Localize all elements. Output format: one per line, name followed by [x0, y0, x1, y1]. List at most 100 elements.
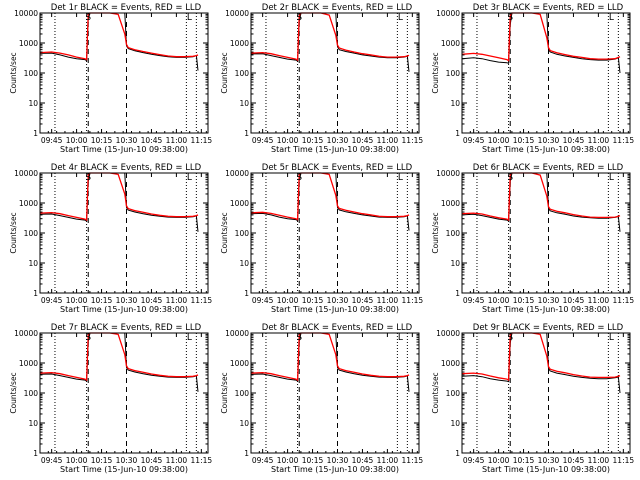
y-tick-label: 10000 [14, 329, 38, 338]
x-tick-label: 11:00 [166, 296, 188, 305]
y-tick-label: 10000 [225, 9, 249, 18]
chart-title: Det 7r BLACK = Events, RED = LLD [51, 323, 202, 333]
x-tick-label: 10:45 [352, 296, 374, 305]
y-tick-label: 1000 [441, 199, 460, 208]
x-tick-label: 10:45 [352, 456, 374, 465]
x-tick-label: 10:00 [488, 456, 510, 465]
x-tick-label: 09:45 [463, 456, 485, 465]
x-axis-label: Start Time (15-Jun-10 09:38:00) [60, 305, 188, 314]
y-tick-label: 10 [28, 419, 38, 428]
x-tick-label: 11:00 [166, 456, 188, 465]
series-events [250, 12, 410, 72]
y-axis-label: Counts/sec [220, 372, 229, 413]
x-tick-label: 10:45 [563, 136, 585, 145]
x-tick-label: 10:15 [302, 456, 324, 465]
x-tick-label: 10:00 [277, 136, 299, 145]
series-lld [250, 12, 410, 62]
x-axis-label: Start Time (15-Jun-10 09:38:00) [60, 145, 188, 154]
series-lld [461, 172, 621, 222]
x-tick-label: 11:00 [588, 296, 610, 305]
series-lld [250, 332, 410, 382]
marker-l: L [609, 173, 614, 183]
chart-title: Det 9r BLACK = Events, RED = LLD [473, 323, 624, 333]
x-tick-label: 10:30 [116, 456, 138, 465]
y-tick-label: 1 [33, 289, 38, 298]
x-tick-label: 11:00 [377, 136, 399, 145]
series-lld [39, 12, 199, 61]
y-tick-label: 10 [28, 259, 38, 268]
x-tick-label: 10:00 [488, 296, 510, 305]
y-tick-label: 1 [455, 449, 460, 458]
marker-l: L [398, 173, 403, 183]
x-tick-label: 09:45 [463, 136, 485, 145]
x-tick-label: 11:15 [191, 136, 213, 145]
y-tick-label: 10 [28, 99, 38, 108]
series-lld [461, 12, 621, 62]
y-tick-label: 1000 [441, 39, 460, 48]
x-tick-label: 10:15 [513, 456, 535, 465]
x-tick-label: 10:45 [141, 136, 163, 145]
x-tick-label: 11:15 [613, 296, 635, 305]
y-tick-label: 1000 [19, 359, 38, 368]
y-axis-label: Counts/sec [431, 52, 440, 93]
x-tick-label: 09:45 [252, 456, 274, 465]
y-axis-label: Counts/sec [9, 52, 18, 93]
x-tick-label: 10:30 [116, 296, 138, 305]
x-tick-label: 11:15 [613, 456, 635, 465]
x-tick-label: 10:30 [538, 296, 560, 305]
x-axis-label: Start Time (15-Jun-10 09:38:00) [60, 465, 188, 474]
y-axis-label: Counts/sec [9, 212, 18, 253]
x-tick-label: 10:00 [277, 296, 299, 305]
y-tick-label: 10000 [14, 9, 38, 18]
series-lld [39, 332, 199, 382]
x-tick-label: 09:45 [252, 296, 274, 305]
marker-l: L [609, 333, 614, 343]
marker-l: L [187, 333, 192, 343]
plot-frame [461, 12, 631, 134]
y-tick-label: 100 [235, 229, 250, 238]
x-tick-label: 11:15 [191, 296, 213, 305]
y-tick-label: 10000 [225, 169, 249, 178]
series-events [39, 332, 199, 392]
x-tick-label: 11:15 [402, 296, 424, 305]
y-tick-label: 1000 [441, 359, 460, 368]
chart-title: Det 4r BLACK = Events, RED = LLD [51, 163, 202, 173]
x-tick-label: 10:30 [538, 456, 560, 465]
chart-title: Det 8r BLACK = Events, RED = LLD [262, 323, 413, 333]
marker-s: S [85, 333, 91, 343]
x-tick-label: 10:00 [66, 456, 88, 465]
y-tick-label: 10 [239, 419, 249, 428]
x-tick-label: 10:15 [91, 456, 113, 465]
y-tick-label: 100 [446, 389, 461, 398]
y-tick-label: 100 [24, 69, 39, 78]
x-tick-label: 10:45 [563, 456, 585, 465]
y-tick-label: 1 [33, 129, 38, 138]
series-events [461, 12, 621, 74]
x-tick-label: 10:30 [327, 296, 349, 305]
y-tick-label: 10 [239, 259, 249, 268]
y-axis-label: Counts/sec [9, 372, 18, 413]
series-events [39, 12, 199, 71]
y-tick-label: 1000 [19, 199, 38, 208]
x-tick-label: 11:00 [166, 136, 188, 145]
y-tick-label: 1 [244, 449, 249, 458]
y-tick-label: 100 [235, 389, 250, 398]
y-tick-label: 10000 [436, 329, 460, 338]
chart-title: Det 5r BLACK = Events, RED = LLD [262, 163, 413, 173]
series-lld [461, 332, 621, 382]
marker-s: S [296, 333, 302, 343]
marker-s: S [507, 13, 513, 23]
y-tick-label: 100 [24, 389, 39, 398]
x-tick-label: 10:30 [116, 136, 138, 145]
x-tick-label: 11:00 [588, 456, 610, 465]
series-events [461, 332, 621, 394]
y-tick-label: 100 [235, 69, 250, 78]
marker-l: L [398, 13, 403, 23]
marker-l: L [187, 13, 192, 23]
x-tick-label: 10:15 [91, 296, 113, 305]
y-tick-label: 1 [455, 129, 460, 138]
x-axis-label: Start Time (15-Jun-10 09:38:00) [271, 145, 399, 154]
